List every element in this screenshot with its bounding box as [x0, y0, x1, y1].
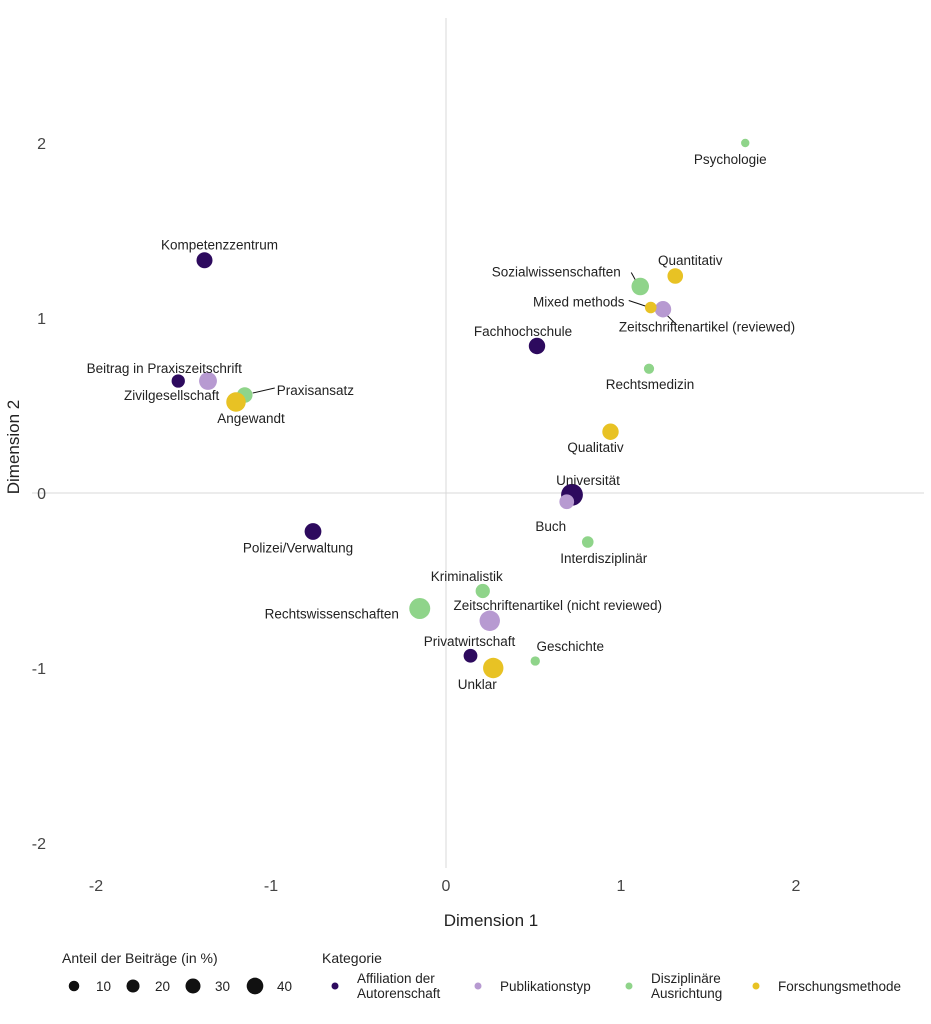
color-legend-swatch — [625, 982, 633, 990]
size-legend-label: 40 — [277, 979, 292, 994]
x-tick-label: -2 — [89, 878, 103, 895]
data-points — [171, 138, 750, 679]
point-label-zivilgesellschaft: Zivilgesellschaft — [124, 388, 220, 403]
point-beitrag-in-praxiszeitschrift — [171, 374, 185, 388]
y-tick-label: 2 — [37, 136, 46, 153]
point-sozialwissenschaften — [631, 277, 650, 296]
point-rechtswissenschaften — [409, 598, 431, 619]
color-legend-swatch — [752, 982, 760, 990]
x-tick-label: 1 — [617, 878, 626, 895]
point-zeitschriftenartikel-nicht-reviewed — [479, 610, 500, 631]
point-label-fachhochschule: Fachhochschule — [474, 324, 572, 339]
point-label-kriminalistik: Kriminalistik — [431, 569, 503, 584]
leader-lines — [252, 272, 677, 394]
point-angewandt — [226, 392, 246, 412]
size-legend-title: Anteil der Beiträge (in %) — [62, 950, 218, 966]
point-zivilgesellschaft — [199, 372, 217, 390]
size-legend-swatch — [246, 977, 264, 995]
size-legend-label: 10 — [96, 979, 111, 994]
x-axis-title: Dimension 1 — [444, 911, 539, 930]
point-unklar — [483, 657, 504, 679]
leader-line — [628, 300, 647, 307]
point-label-polizei-verwaltung: Polizei/Verwaltung — [243, 541, 353, 556]
size-legend-swatch — [185, 978, 201, 994]
color-legend-swatch — [474, 982, 482, 990]
point-label-quantitativ: Quantitativ — [658, 253, 723, 268]
x-tick-label: -1 — [264, 878, 278, 895]
point-rechtsmedizin — [643, 363, 655, 374]
point-label-psychologie: Psychologie — [694, 152, 767, 167]
point-kriminalistik — [475, 583, 490, 599]
x-tick-labels: -2 -1 0 1 2 — [89, 878, 801, 895]
color-legend-label: Publikationstyp — [500, 979, 591, 994]
point-label-zeitschriftenartikel-nicht-reviewed: Zeitschriftenartikel (nicht reviewed) — [453, 598, 662, 613]
point-label-sozialwissenschaften: Sozialwissenschaften — [492, 265, 621, 280]
point-geschichte — [530, 656, 540, 666]
point-polizei-verwaltung — [304, 523, 322, 540]
point-label-geschichte: Geschichte — [536, 639, 604, 654]
point-label-praxisansatz: Praxisansatz — [277, 383, 355, 398]
size-legend-swatch — [126, 979, 140, 993]
color-legend-label: Disziplinäre — [651, 971, 721, 986]
point-labels: Kompetenzzentrum Beitrag in Praxiszeitsch… — [87, 152, 796, 692]
point-label-angewandt: Angewandt — [217, 411, 285, 426]
y-tick-labels: -2 -1 0 1 2 — [32, 136, 46, 853]
leader-line — [252, 387, 275, 394]
axes — [32, 18, 924, 868]
point-fachhochschule — [528, 337, 546, 355]
point-label-unklar: Unklar — [458, 677, 498, 692]
point-zeitschriftenartikel-reviewed — [654, 301, 672, 318]
point-label-qualitativ: Qualitativ — [567, 440, 624, 455]
color-legend-label: Autorenschaft — [357, 986, 441, 1001]
y-tick-label: -1 — [32, 661, 46, 678]
point-kompetenzzentrum — [196, 252, 213, 269]
point-label-zeitschriftenartikel-reviewed: Zeitschriftenartikel (reviewed) — [619, 319, 795, 334]
point-quantitativ — [667, 268, 684, 284]
point-label-beitrag-in-praxiszeitschrift: Beitrag in Praxiszeitschrift — [87, 361, 243, 376]
point-psychologie — [741, 138, 750, 148]
color-legend-label: Affiliation der — [357, 971, 435, 986]
point-label-universit-t: Universität — [556, 473, 620, 488]
point-label-rechtswissenschaften: Rechtswissenschaften — [265, 607, 399, 622]
point-label-rechtsmedizin: Rechtsmedizin — [606, 377, 695, 392]
color-legend-label: Ausrichtung — [651, 986, 722, 1001]
point-qualitativ — [602, 423, 619, 440]
point-privatwirtschaft — [463, 648, 478, 663]
size-legend-label: 30 — [215, 979, 230, 994]
x-tick-label: 2 — [792, 878, 801, 895]
point-label-kompetenzzentrum: Kompetenzzentrum — [161, 237, 278, 252]
y-tick-label: 0 — [37, 486, 46, 503]
size-legend: Anteil der Beiträge (in %) 10 20 30 40 — [62, 950, 292, 995]
color-legend-label: Forschungsmethode — [778, 979, 901, 994]
point-label-interdisziplin-r: Interdisziplinär — [560, 551, 648, 566]
point-label-mixed-methods: Mixed methods — [533, 295, 625, 310]
x-tick-label: 0 — [442, 878, 451, 895]
color-legend-swatch — [331, 982, 339, 990]
point-label-privatwirtschaft: Privatwirtschaft — [424, 634, 516, 649]
color-legend-title: Kategorie — [322, 950, 382, 966]
y-tick-label: 1 — [37, 311, 46, 328]
size-legend-label: 20 — [155, 979, 170, 994]
point-interdisziplin-r — [581, 536, 594, 548]
point-label-buch: Buch — [535, 519, 566, 534]
point-mixed-methods — [644, 301, 657, 314]
point-buch — [559, 494, 575, 510]
size-legend-swatch — [68, 980, 80, 992]
y-tick-label: -2 — [32, 836, 46, 853]
y-axis-title: Dimension 2 — [4, 400, 23, 495]
